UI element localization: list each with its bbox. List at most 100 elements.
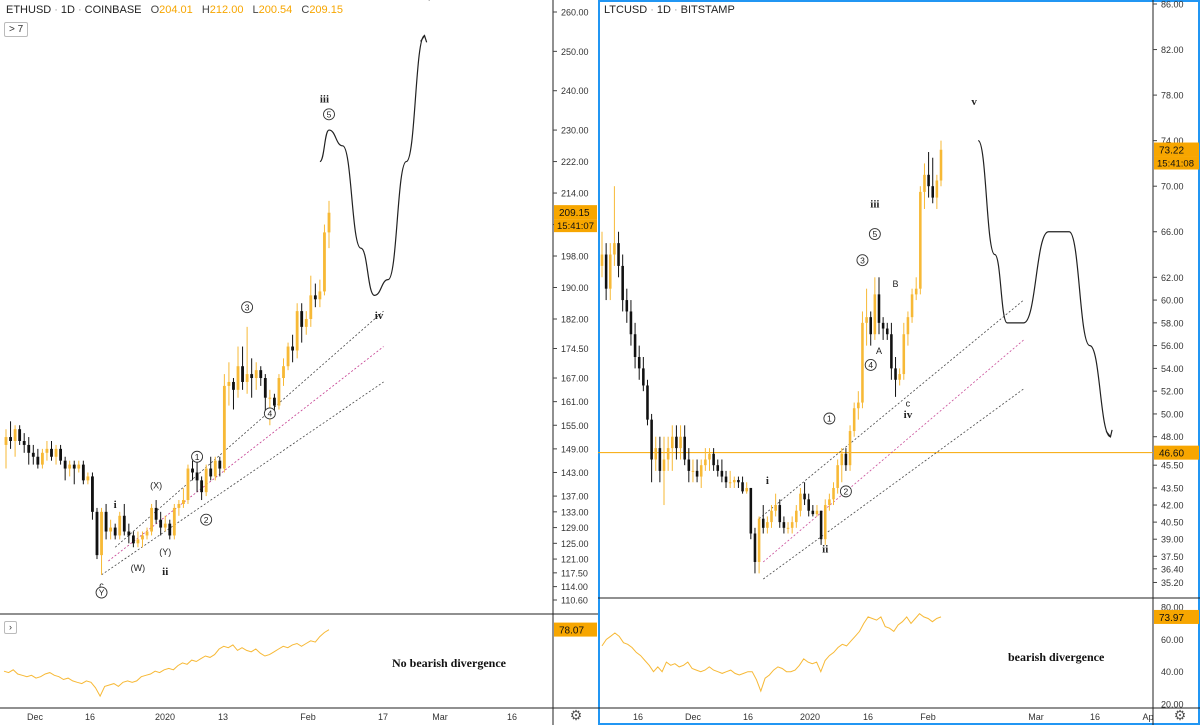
candle-body <box>113 527 117 536</box>
candle-body <box>177 503 181 508</box>
price-tick-label: 54.00 <box>1161 364 1184 374</box>
rsi-collapse-chevron-icon[interactable]: › <box>4 621 17 634</box>
time-tick-label: 13 <box>218 712 228 722</box>
candle-body <box>63 460 67 469</box>
candle-body <box>836 465 839 488</box>
candle-body <box>163 523 167 528</box>
price-tick-label: 56.00 <box>1161 341 1184 351</box>
candle-body <box>286 346 290 367</box>
wave-label: 5 <box>872 229 877 239</box>
candle-body <box>254 370 258 379</box>
candle-body <box>757 518 761 562</box>
candle-body <box>815 510 819 515</box>
time-tick-label: Dec <box>685 712 702 722</box>
candle-body <box>687 459 691 471</box>
candle-body <box>803 493 806 500</box>
candle-body <box>894 368 897 380</box>
candle-body <box>662 459 666 471</box>
wave-label: v <box>971 96 977 108</box>
candle-body <box>600 254 604 266</box>
price-tick-label: 149.00 <box>561 444 589 454</box>
close-value: 209.15 <box>309 4 343 16</box>
symbol-label[interactable]: ETHUSD <box>6 4 52 16</box>
candle-body <box>4 437 8 445</box>
candle-body <box>300 311 304 327</box>
candle-body <box>683 436 686 460</box>
candle-body <box>914 288 918 295</box>
price-tick-label: 40.50 <box>1161 518 1184 528</box>
candle-body <box>118 515 122 536</box>
candle-body <box>919 191 922 289</box>
candle-body <box>728 482 732 484</box>
wave-label: 2 <box>844 487 849 497</box>
price-tick-label: 174.50 <box>561 344 589 354</box>
candle-body <box>666 448 670 460</box>
price-tick-label: 117.50 <box>561 568 588 578</box>
candle-body <box>799 493 802 511</box>
candle-body <box>31 452 35 457</box>
price-tick-label: 133.00 <box>561 507 589 517</box>
wave-label-circle <box>856 254 869 267</box>
price-tick-label: 43.50 <box>1161 483 1184 493</box>
symbol-label[interactable]: LTCUSD <box>604 4 648 16</box>
candle-body <box>191 468 194 473</box>
wave-label: i <box>766 475 769 487</box>
wave-label: iv <box>904 409 913 421</box>
candle-body <box>629 311 633 335</box>
candle-body <box>323 232 326 292</box>
price-tick-label: 222.00 <box>561 157 589 167</box>
low-key: L <box>252 4 259 16</box>
ethusd-panel[interactable]: ETHUSD · 1D · COINBASE O204.01 H212.00 L200.… <box>0 0 598 725</box>
wave-label-circle <box>868 228 881 240</box>
candle-body <box>675 436 678 449</box>
candle-body <box>268 397 272 399</box>
candle-body <box>259 370 263 379</box>
channel-line-mid <box>762 339 1024 563</box>
candle-body <box>927 174 930 187</box>
rsi-tick-label: 80.00 <box>1161 603 1184 613</box>
time-tick-label: 16 <box>85 712 95 722</box>
candle-body <box>168 523 172 536</box>
wave-label: 3 <box>860 255 865 265</box>
candle-body <box>935 180 939 198</box>
rsi-tick-label: 20.00 <box>1161 700 1184 710</box>
settings-gear-icon[interactable]: ⚙ <box>1173 707 1187 723</box>
candle-body <box>865 317 868 323</box>
last-price-label: 209.15 <box>559 208 590 219</box>
time-tick-label: 16 <box>743 712 753 722</box>
wave-label-circle <box>263 407 276 420</box>
rsi-line <box>601 613 942 693</box>
price-tick-label: 36.40 <box>1161 564 1184 574</box>
wave-label: 4 <box>868 360 873 370</box>
candle-body <box>250 374 254 379</box>
indicators-collapse-button[interactable]: > 7 <box>4 22 29 37</box>
candle-body <box>939 149 943 181</box>
price-tick-label: 155.00 <box>561 421 589 431</box>
projection-arrow <box>420 34 428 43</box>
ethusd-chart[interactable]: 260.00250.00240.00230.00222.00214.00206.… <box>0 0 598 725</box>
candle-body <box>807 499 810 511</box>
candle-body <box>318 291 322 300</box>
candle-body <box>295 311 299 351</box>
candle-body <box>236 366 240 390</box>
wave-label-circle <box>864 359 877 371</box>
ltcusd-chart[interactable]: 86.00 82.00 78.00 74.00 70.00 66.00 62.00 60.00… <box>598 0 1200 725</box>
ltcusd-panel[interactable]: LTCUSD · 1D · BITSTAMP ⚙ bearish divergence … <box>598 0 1200 725</box>
countdown-label: 15:41:08 <box>1157 159 1194 170</box>
candle-body <box>621 265 624 301</box>
ethusd-header: ETHUSD · 1D · COINBASE O204.01 H212.00 L200.… <box>6 4 343 16</box>
candle-body <box>832 487 835 500</box>
interval-label[interactable]: 1D <box>656 4 671 16</box>
time-tick-label: Feb <box>300 712 316 722</box>
candle-body <box>241 366 244 382</box>
candle-body <box>923 174 926 192</box>
settings-gear-icon[interactable]: ⚙ <box>569 707 583 723</box>
wave-label: v <box>426 0 432 3</box>
rsi-line <box>3 629 330 698</box>
candle-body <box>77 464 81 469</box>
interval-label[interactable]: 1D <box>60 4 75 16</box>
high-key: H <box>201 4 210 16</box>
candle-body <box>36 456 40 465</box>
candle-body <box>232 381 235 390</box>
price-tick-label: 37.50 <box>1161 552 1184 562</box>
